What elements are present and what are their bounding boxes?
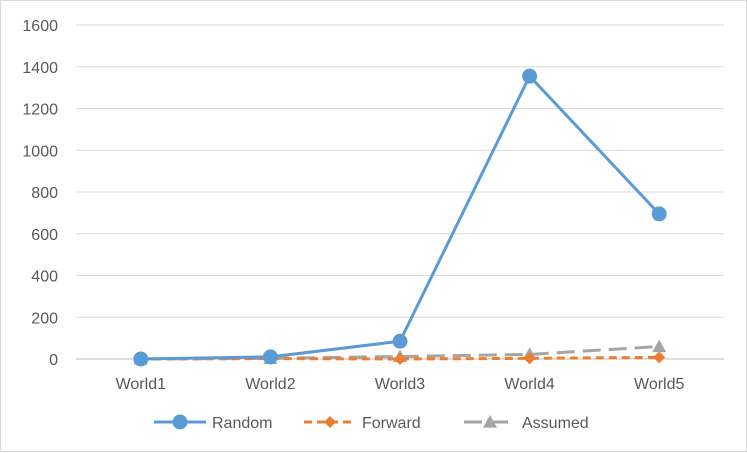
legend-label-random: Random — [212, 415, 272, 432]
data-point-random — [392, 333, 408, 349]
y-tick-label: 200 — [31, 310, 58, 327]
data-point-forward — [394, 353, 406, 365]
data-point-forward — [653, 351, 666, 364]
legend-label-assumed: Assumed — [522, 415, 589, 432]
x-tick-label: World5 — [634, 376, 684, 393]
x-tick-label: World1 — [116, 376, 166, 393]
y-tick-label: 1200 — [22, 102, 58, 119]
legend-marker-forward — [324, 416, 336, 428]
y-tick-label: 400 — [31, 269, 58, 286]
data-point-random — [522, 68, 538, 84]
series-random — [133, 68, 667, 367]
data-point-random — [651, 206, 667, 222]
legend: Random Forward Assumed — [154, 414, 589, 432]
series-line-random — [140, 74, 661, 361]
y-tick-label: 0 — [49, 352, 58, 369]
x-tick-label: World4 — [504, 376, 554, 393]
y-tick-label: 1400 — [22, 60, 58, 77]
legend-item-forward: Forward — [304, 415, 421, 432]
gridlines — [76, 24, 724, 360]
x-axis-tick-labels: World1 World2 World3 World4 World5 — [116, 376, 685, 393]
series-lines — [133, 68, 667, 367]
x-tick-label: World3 — [375, 376, 425, 393]
legend-item-random: Random — [154, 414, 272, 432]
data-point-random — [262, 349, 278, 365]
legend-marker-random — [172, 414, 188, 430]
legend-label-forward: Forward — [362, 415, 421, 432]
data-point-forward — [523, 352, 536, 365]
x-tick-label: World2 — [245, 376, 295, 393]
y-tick-label: 800 — [31, 185, 58, 202]
data-point-random — [133, 351, 149, 367]
y-tick-label: 1600 — [22, 18, 58, 35]
y-tick-label: 1000 — [22, 143, 58, 160]
y-axis-tick-labels: 0 200 400 600 800 1000 1200 1400 1600 — [22, 18, 58, 369]
y-tick-label: 600 — [31, 227, 58, 244]
series-line-forward — [140, 355, 660, 361]
legend-marker-assumed — [483, 415, 497, 428]
data-point-assumed — [652, 339, 667, 353]
legend-item-assumed: Assumed — [464, 415, 589, 432]
